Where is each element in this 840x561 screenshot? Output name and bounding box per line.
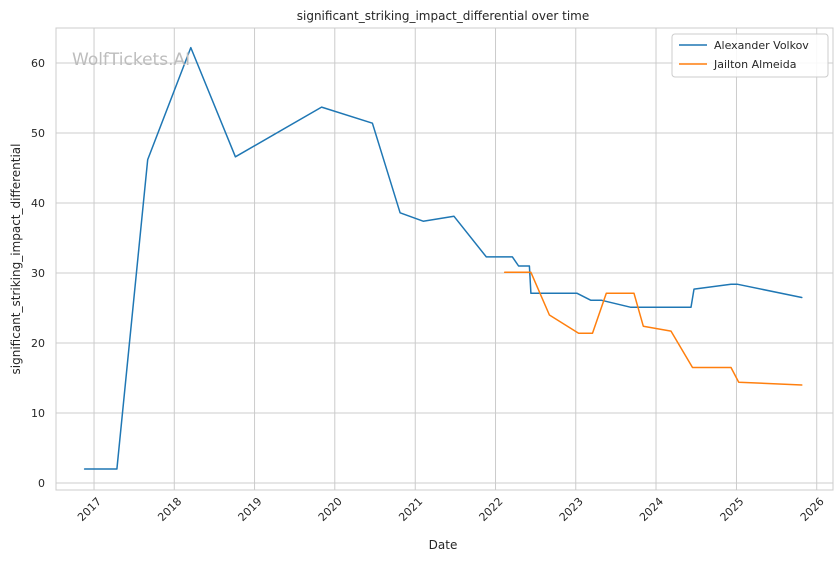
legend-label-almeida: Jailton Almeida <box>713 58 796 71</box>
series-line-volkov <box>83 46 803 470</box>
y-tick-label: 0 <box>38 477 45 490</box>
x-tick-label: 2024 <box>637 495 666 524</box>
x-tick-label: 2025 <box>718 495 747 524</box>
x-tick-label: 2018 <box>155 495 184 524</box>
x-tick-label: 2017 <box>75 495 104 524</box>
x-tick-label: 2021 <box>396 495 425 524</box>
chart-title: significant_striking_impact_differential… <box>297 9 589 23</box>
legend: Alexander Volkov Jailton Almeida <box>671 33 829 78</box>
plot-area <box>56 28 833 490</box>
watermark: WolfTickets.AI <box>72 50 190 70</box>
x-tick-label: 2022 <box>477 495 506 524</box>
series-line-almeida <box>503 271 803 386</box>
y-tick-label: 60 <box>31 57 45 70</box>
grid <box>56 28 833 490</box>
y-tick-label: 20 <box>31 337 45 350</box>
y-axis-title: significant_striking_impact_differential <box>9 144 23 375</box>
y-tick-label: 40 <box>31 197 45 210</box>
legend-label-volkov: Alexander Volkov <box>714 39 809 52</box>
y-tick-label: 30 <box>31 267 45 280</box>
x-tick-label: 2020 <box>316 495 345 524</box>
x-tick-labels: 2017 2018 2019 2020 2021 2022 2023 2024 2025 2026 <box>75 495 827 524</box>
series-lines <box>83 46 803 470</box>
x-tick-label: 2019 <box>236 495 265 524</box>
legend-box <box>671 33 829 78</box>
y-tick-label: 50 <box>31 127 45 140</box>
y-tick-labels: 0 10 20 30 40 50 60 <box>31 57 45 490</box>
x-axis-title: Date <box>429 538 458 552</box>
x-tick-label: 2023 <box>557 495 586 524</box>
plot-frame <box>55 27 834 491</box>
y-tick-label: 10 <box>31 407 45 420</box>
x-tick-label: 2026 <box>798 495 827 524</box>
